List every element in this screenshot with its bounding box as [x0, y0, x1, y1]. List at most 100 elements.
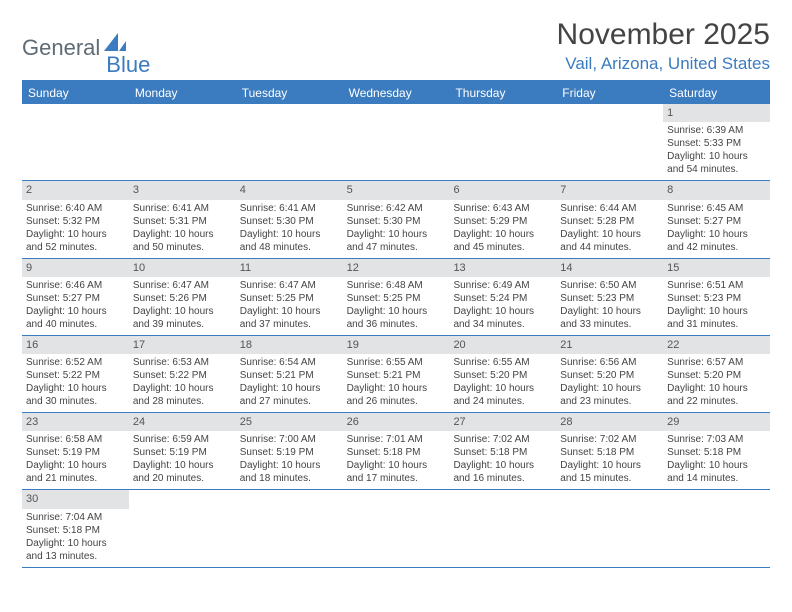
day-number: 23 [22, 413, 129, 431]
day-detail: Sunrise: 6:57 AMSunset: 5:20 PMDaylight:… [663, 354, 770, 412]
day-number: 25 [236, 413, 343, 431]
daylight-text: Daylight: 10 hours and 31 minutes. [667, 305, 766, 331]
sunset-text: Sunset: 5:19 PM [133, 446, 232, 459]
sunset-text: Sunset: 5:19 PM [26, 446, 125, 459]
sunset-text: Sunset: 5:20 PM [667, 369, 766, 382]
week-row: 1Sunrise: 6:39 AMSunset: 5:33 PMDaylight… [22, 104, 770, 181]
empty-day-cell [556, 104, 663, 180]
day-number: 26 [343, 413, 450, 431]
day-cell: 29Sunrise: 7:03 AMSunset: 5:18 PMDayligh… [663, 413, 770, 489]
day-cell: 14Sunrise: 6:50 AMSunset: 5:23 PMDayligh… [556, 259, 663, 335]
daylight-text: Daylight: 10 hours and 45 minutes. [453, 228, 552, 254]
day-number: 7 [556, 181, 663, 199]
weekday-monday: Monday [129, 82, 236, 104]
day-number [22, 104, 129, 108]
day-detail: Sunrise: 7:00 AMSunset: 5:19 PMDaylight:… [236, 431, 343, 489]
day-detail: Sunrise: 7:04 AMSunset: 5:18 PMDaylight:… [22, 509, 129, 567]
daylight-text: Daylight: 10 hours and 22 minutes. [667, 382, 766, 408]
day-number: 20 [449, 336, 556, 354]
day-number: 1 [663, 104, 770, 122]
day-detail: Sunrise: 6:54 AMSunset: 5:21 PMDaylight:… [236, 354, 343, 412]
empty-day-cell [449, 490, 556, 566]
day-number: 29 [663, 413, 770, 431]
sunset-text: Sunset: 5:27 PM [667, 215, 766, 228]
empty-day-cell [129, 490, 236, 566]
sunrise-text: Sunrise: 7:01 AM [347, 433, 446, 446]
day-detail: Sunrise: 6:59 AMSunset: 5:19 PMDaylight:… [129, 431, 236, 489]
sunrise-text: Sunrise: 7:04 AM [26, 511, 125, 524]
daylight-text: Daylight: 10 hours and 34 minutes. [453, 305, 552, 331]
empty-day-cell [129, 104, 236, 180]
sunrise-text: Sunrise: 6:40 AM [26, 202, 125, 215]
sunset-text: Sunset: 5:18 PM [26, 524, 125, 537]
daylight-text: Daylight: 10 hours and 24 minutes. [453, 382, 552, 408]
day-cell: 5Sunrise: 6:42 AMSunset: 5:30 PMDaylight… [343, 181, 450, 257]
empty-day-cell [663, 490, 770, 566]
daylight-text: Daylight: 10 hours and 28 minutes. [133, 382, 232, 408]
daylight-text: Daylight: 10 hours and 33 minutes. [560, 305, 659, 331]
weekday-tuesday: Tuesday [236, 82, 343, 104]
day-number: 5 [343, 181, 450, 199]
sunset-text: Sunset: 5:25 PM [347, 292, 446, 305]
day-detail: Sunrise: 6:53 AMSunset: 5:22 PMDaylight:… [129, 354, 236, 412]
day-number: 3 [129, 181, 236, 199]
day-number: 18 [236, 336, 343, 354]
day-detail: Sunrise: 6:56 AMSunset: 5:20 PMDaylight:… [556, 354, 663, 412]
daylight-text: Daylight: 10 hours and 39 minutes. [133, 305, 232, 331]
day-cell: 9Sunrise: 6:46 AMSunset: 5:27 PMDaylight… [22, 259, 129, 335]
sunset-text: Sunset: 5:28 PM [560, 215, 659, 228]
daylight-text: Daylight: 10 hours and 37 minutes. [240, 305, 339, 331]
title-block: November 2025 Vail, Arizona, United Stat… [557, 18, 770, 74]
sunset-text: Sunset: 5:21 PM [347, 369, 446, 382]
day-detail: Sunrise: 6:44 AMSunset: 5:28 PMDaylight:… [556, 200, 663, 258]
day-detail: Sunrise: 6:52 AMSunset: 5:22 PMDaylight:… [22, 354, 129, 412]
day-cell: 11Sunrise: 6:47 AMSunset: 5:25 PMDayligh… [236, 259, 343, 335]
day-detail: Sunrise: 6:47 AMSunset: 5:25 PMDaylight:… [236, 277, 343, 335]
day-detail: Sunrise: 6:40 AMSunset: 5:32 PMDaylight:… [22, 200, 129, 258]
sunrise-text: Sunrise: 6:39 AM [667, 124, 766, 137]
sunrise-text: Sunrise: 6:58 AM [26, 433, 125, 446]
sunset-text: Sunset: 5:19 PM [240, 446, 339, 459]
sunrise-text: Sunrise: 6:56 AM [560, 356, 659, 369]
sunset-text: Sunset: 5:23 PM [560, 292, 659, 305]
day-number: 8 [663, 181, 770, 199]
sunrise-text: Sunrise: 6:47 AM [240, 279, 339, 292]
sunset-text: Sunset: 5:20 PM [560, 369, 659, 382]
calendar: SundayMondayTuesdayWednesdayThursdayFrid… [22, 80, 770, 568]
sunset-text: Sunset: 5:29 PM [453, 215, 552, 228]
weekday-wednesday: Wednesday [343, 82, 450, 104]
day-number [449, 104, 556, 108]
day-cell: 8Sunrise: 6:45 AMSunset: 5:27 PMDaylight… [663, 181, 770, 257]
week-row: 30Sunrise: 7:04 AMSunset: 5:18 PMDayligh… [22, 490, 770, 566]
day-number [129, 104, 236, 108]
sunset-text: Sunset: 5:20 PM [453, 369, 552, 382]
sunset-text: Sunset: 5:18 PM [347, 446, 446, 459]
daylight-text: Daylight: 10 hours and 16 minutes. [453, 459, 552, 485]
sunrise-text: Sunrise: 6:41 AM [133, 202, 232, 215]
day-number: 12 [343, 259, 450, 277]
day-detail: Sunrise: 6:46 AMSunset: 5:27 PMDaylight:… [22, 277, 129, 335]
sunrise-text: Sunrise: 6:48 AM [347, 279, 446, 292]
day-number: 24 [129, 413, 236, 431]
empty-day-cell [556, 490, 663, 566]
day-number: 15 [663, 259, 770, 277]
day-number: 9 [22, 259, 129, 277]
day-number [236, 104, 343, 108]
day-cell: 1Sunrise: 6:39 AMSunset: 5:33 PMDaylight… [663, 104, 770, 180]
day-cell: 26Sunrise: 7:01 AMSunset: 5:18 PMDayligh… [343, 413, 450, 489]
sunset-text: Sunset: 5:21 PM [240, 369, 339, 382]
day-cell: 24Sunrise: 6:59 AMSunset: 5:19 PMDayligh… [129, 413, 236, 489]
daylight-text: Daylight: 10 hours and 30 minutes. [26, 382, 125, 408]
day-detail: Sunrise: 7:01 AMSunset: 5:18 PMDaylight:… [343, 431, 450, 489]
day-cell: 25Sunrise: 7:00 AMSunset: 5:19 PMDayligh… [236, 413, 343, 489]
day-detail: Sunrise: 6:43 AMSunset: 5:29 PMDaylight:… [449, 200, 556, 258]
week-row: 16Sunrise: 6:52 AMSunset: 5:22 PMDayligh… [22, 336, 770, 413]
day-detail: Sunrise: 6:58 AMSunset: 5:19 PMDaylight:… [22, 431, 129, 489]
day-number: 27 [449, 413, 556, 431]
day-number: 14 [556, 259, 663, 277]
weekday-sunday: Sunday [22, 82, 129, 104]
header: General Blue November 2025 Vail, Arizona… [22, 18, 770, 74]
sunrise-text: Sunrise: 6:52 AM [26, 356, 125, 369]
sunrise-text: Sunrise: 6:46 AM [26, 279, 125, 292]
day-cell: 23Sunrise: 6:58 AMSunset: 5:19 PMDayligh… [22, 413, 129, 489]
